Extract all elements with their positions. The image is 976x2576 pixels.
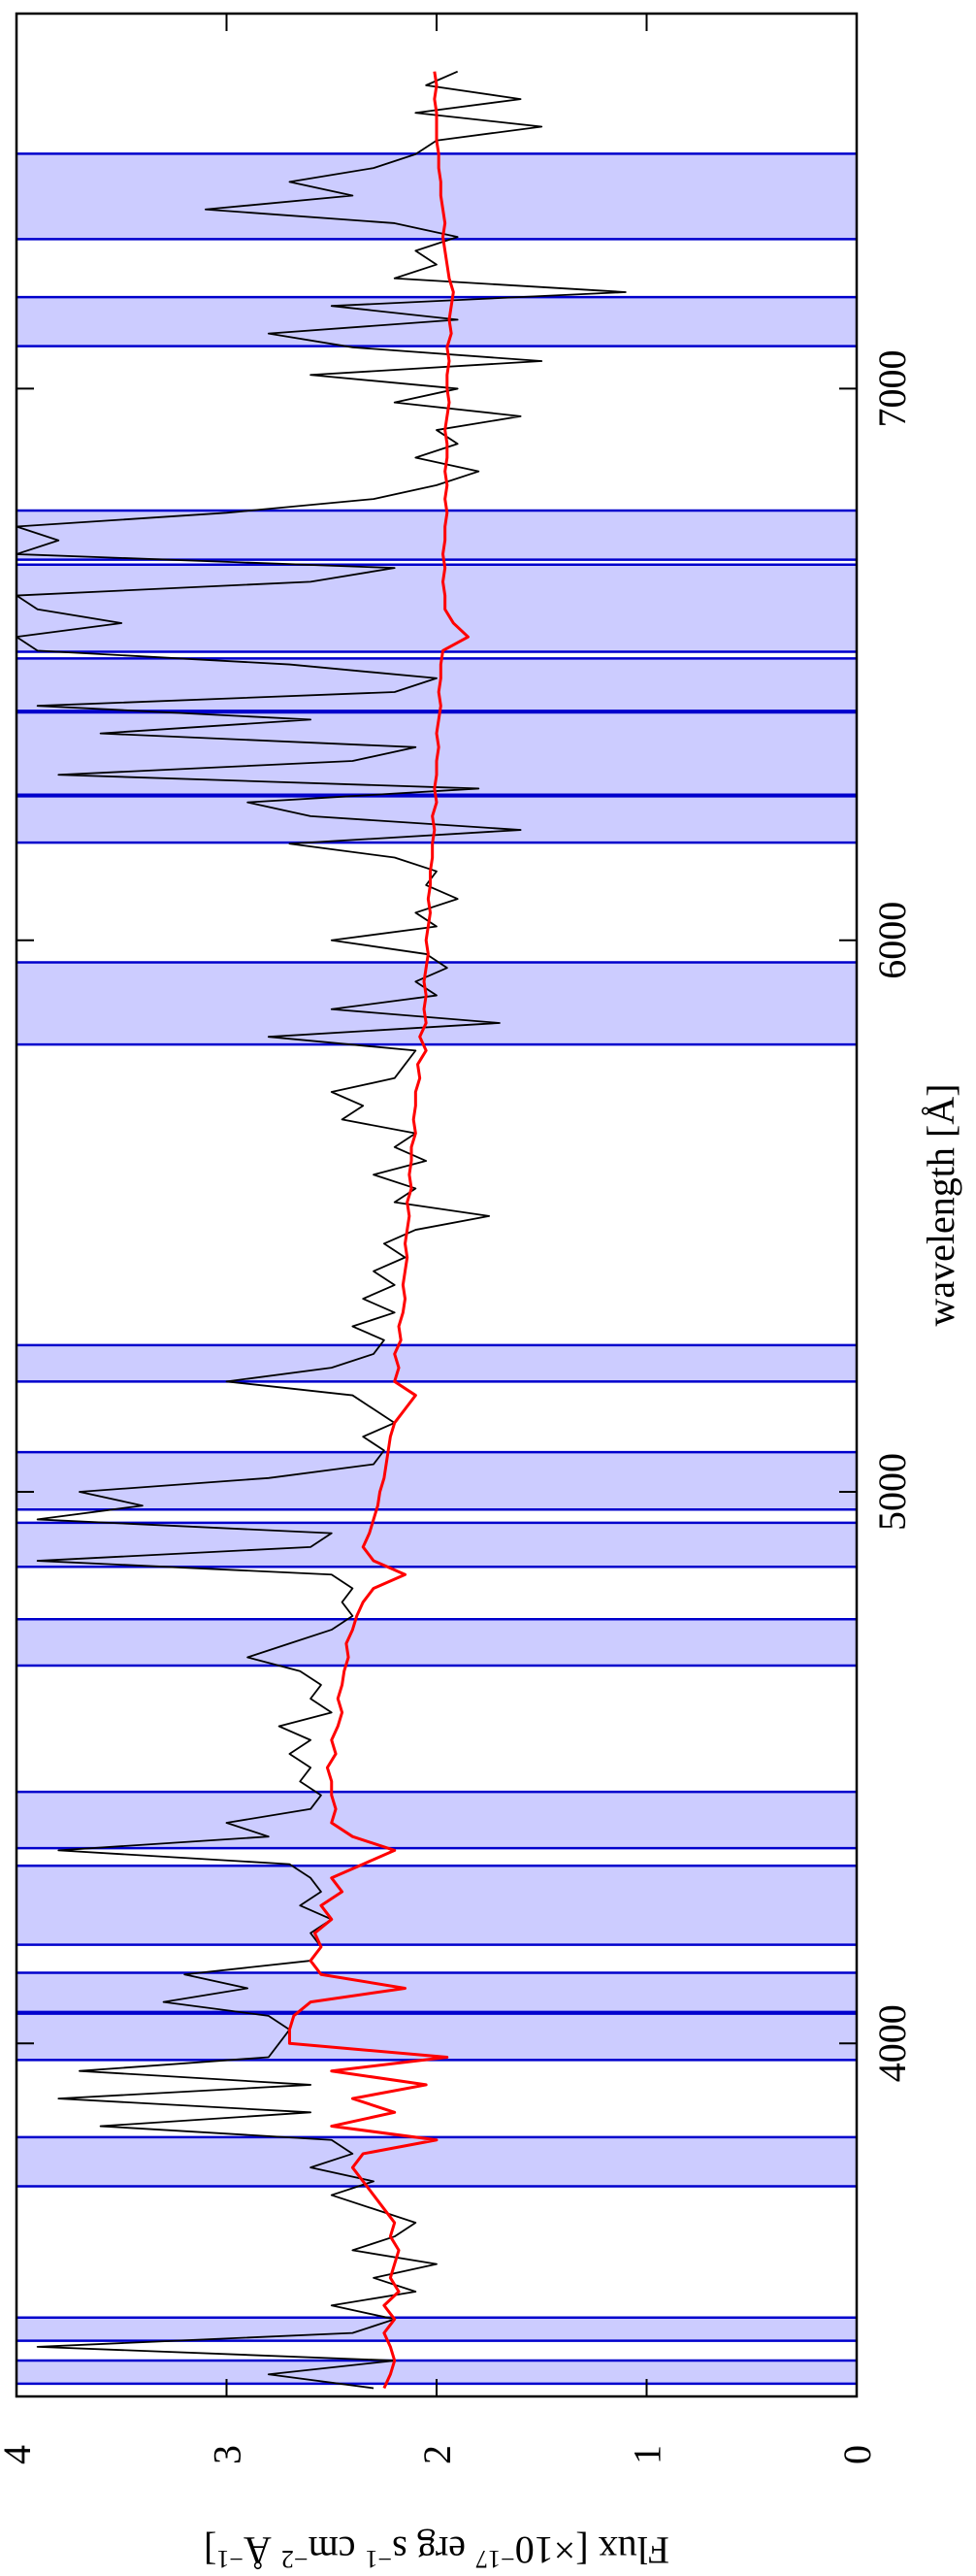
y-axis-label-part: erg s [392,2528,475,2572]
x-tick-label: 4000 [870,2004,914,2082]
shaded-region [16,2317,857,2341]
x-tick-label: 7000 [870,349,914,427]
y-axis-label-part: cm [309,2528,366,2572]
shaded-region [16,2361,857,2384]
shaded-region [16,153,857,240]
shaded-region [16,796,857,843]
shaded-region [16,1344,857,1382]
y-tick-label: 2 [415,2445,459,2464]
y-axis-label-part: −1 [365,2546,392,2574]
y-tick-label: 1 [626,2445,669,2464]
y-tick-label: 4 [0,2445,39,2464]
y-axis-label-part: −17 [475,2546,515,2574]
shaded-region [16,1972,857,2012]
spectrum-line [16,70,627,2390]
y-axis-label-part: Å [244,2528,281,2572]
shaded-region [16,564,857,652]
y-tick-label: 3 [206,2445,249,2464]
y-tick-label: 0 [835,2445,879,2464]
y-axis-label-part: ] [204,2528,216,2572]
y-axis-label-part: Flux [×10 [515,2528,669,2572]
shaded-region [16,1452,857,1510]
shaded-region [16,962,857,1045]
rotated-plot: 4000 5000 6000 7000 0 1 2 3 4 wavelength [Å] Flux … [0,12,962,2574]
shaded-region [16,658,857,711]
shaded-region [16,2013,857,2061]
y-axis-label: Flux [×10−17 erg s−1 cm−2 Å−1] [204,2528,669,2574]
shaded-region [16,1792,857,1849]
x-tick-label: 5000 [870,1453,914,1531]
spectrum-line [287,71,470,2390]
shaded-region [16,1619,857,1667]
x-tick-label: 6000 [870,902,914,979]
y-axis-label-part: −1 [216,2546,244,2574]
y-axis-label-part: −2 [281,2546,309,2574]
x-axis-label: wavelength [Å] [919,1084,962,1327]
shaded-region [16,2136,857,2187]
shaded-region [16,1866,857,1945]
shaded-region [16,511,857,560]
shaded-region [16,1522,857,1568]
